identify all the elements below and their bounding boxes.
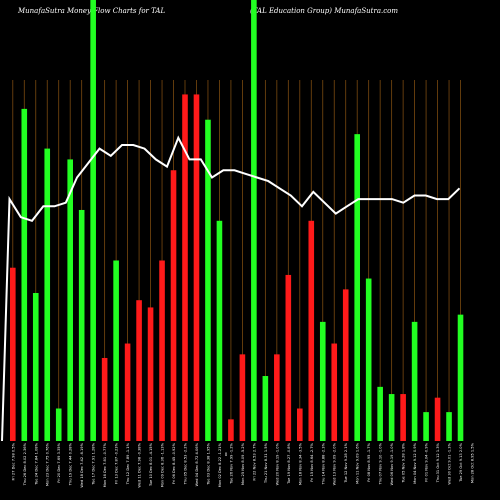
x-tick-label: Thu 21 Nov 8.31 1.5% xyxy=(264,442,268,484)
x-tick-label: Fri 13 Dec 7.87 -0.23% xyxy=(115,442,119,484)
x-tick-label: Mon 25 Nov 8.09 -5.2% xyxy=(241,442,245,485)
bar-down xyxy=(400,394,406,441)
x-tick-label: Wed 30 Oct 9.01 -1.3% xyxy=(448,442,452,484)
bar-down xyxy=(193,94,200,441)
x-tick-label: Fri 22 Nov 8.53 2.7% xyxy=(252,442,256,480)
x-tick-label: Fri 27 Dec 7.98 0.5% xyxy=(11,442,15,480)
bar-up xyxy=(354,134,360,441)
bar-down xyxy=(159,260,165,441)
bar-up xyxy=(423,412,429,441)
x-tick-label: Tue 19 Nov 8.27 -0.8% xyxy=(287,442,291,484)
bar-down xyxy=(10,267,16,441)
x-tick-label: Wed 20 Nov 8.19 -1.0% xyxy=(275,442,279,485)
x-tick-label: Tue 03 Dec 8.38 1.95% xyxy=(206,442,210,485)
x-tick-label: Tue 05 Nov 9.28 1.8% xyxy=(402,442,406,483)
x-tick-label: Tue 26 Nov 7.99 -1.2% xyxy=(229,442,233,484)
x-tick-label: Thu 19 Dec 7.44 0.28% xyxy=(69,442,73,486)
x-tick-label: Mon 11 Nov 9.09 1.6% xyxy=(356,442,360,483)
bar-down xyxy=(136,300,142,441)
x-tick-label: Thu 31 Oct 9.12 1.3% xyxy=(436,442,440,483)
bar-up xyxy=(319,321,326,441)
bar-down xyxy=(285,274,292,441)
x-tick-label: Fri 08 Nov 8.95 -1.7% xyxy=(367,442,371,481)
x-tick-label: Thu 14 Nov 8.88 -2.3% xyxy=(321,442,325,485)
bar-up xyxy=(21,108,28,441)
x-tick-label: Mon 23 Dec 7.75 0.76% xyxy=(46,442,50,486)
x-tick-label: Wed 06 Nov 9.19 -1.0% xyxy=(390,442,394,485)
bar-up xyxy=(216,220,223,441)
x-tick-label: Tue 24 Dec 7.84 1.08% xyxy=(34,442,38,485)
x-tick-label: Wed 11 Dec 7.98 -0.38% xyxy=(138,442,142,487)
x-tick-label: Thu 07 Nov 9.10 -1.0% xyxy=(379,442,383,485)
bar-up xyxy=(388,394,395,441)
bar-up xyxy=(78,209,85,441)
x-tick-label: Mon 09 Dec 8.36 -1.13% xyxy=(161,442,165,487)
x-tick-label: Fri 20 Dec 7.69 3.35% xyxy=(57,442,61,482)
bar-up xyxy=(44,148,51,441)
x-tick-label: Thu 05 Dec 8.53 -2.2% xyxy=(184,442,188,485)
x-tick-labels: Fri 27 Dec 7.98 0.5% Thu 26 Dec 8.02 2.36… xyxy=(11,442,474,487)
chart-title-right: (TAL Education Group) MunafaSutra.com xyxy=(250,7,398,15)
bar-up xyxy=(446,412,452,441)
x-tick-label: Tue 12 Nov 9.28 2.1% xyxy=(344,442,348,483)
x-tick-label: Mon 16 Dec 7.81 -0.77% xyxy=(103,442,107,487)
bar-up xyxy=(457,314,464,441)
x-tick-label: Tue 29 Oct 9.13 2.0% xyxy=(459,442,463,482)
x-tick-label: Tue 17 Dec 7.91 1.28% xyxy=(92,442,96,485)
center-axis-label: 0 xyxy=(225,452,228,457)
bar-up xyxy=(113,260,119,441)
bar-down xyxy=(274,354,280,441)
bar-down xyxy=(297,408,303,441)
x-tick-label: Thu 12 Dec 7.89 -1.1% xyxy=(126,442,130,485)
bar-up xyxy=(365,278,372,441)
x-tick-label: Tue 10 Dec 8.01 -4.15% xyxy=(149,442,153,487)
x-tick-label: Mon 02 Dec 8.22 -1.21% xyxy=(218,442,222,487)
bar-down xyxy=(228,419,234,441)
bar-up xyxy=(377,386,383,441)
bar-up xyxy=(251,0,257,441)
bar-down xyxy=(147,307,154,441)
bar-down xyxy=(342,289,349,441)
money-flow-line xyxy=(1,135,461,442)
bar-series xyxy=(10,0,464,442)
bar-down xyxy=(434,397,441,441)
bar-up xyxy=(262,376,269,441)
bar-down xyxy=(101,357,108,441)
bar-down xyxy=(308,220,315,441)
x-tick-label: Mon 18 Nov 8.34 -3.5% xyxy=(298,442,302,485)
bar-down xyxy=(170,170,177,441)
x-tick-label: Wed 18 Dec 7.42 -6.19% xyxy=(80,442,84,487)
x-tick-label: Fri 01 Nov 9.04 -0.9% xyxy=(425,442,429,481)
bar-up xyxy=(411,321,418,441)
x-tick-label: Fri 06 Dec 8.45 -0.92% xyxy=(172,442,176,484)
x-tick-label: Mon 28 Oct 8.95 1.5% xyxy=(471,442,475,483)
bar-up xyxy=(205,119,211,442)
x-tick-label: Wed 04 Dec 8.72 4.06% xyxy=(195,442,199,486)
x-tick-label: Thu 26 Dec 8.02 2.36% xyxy=(23,442,27,486)
bar-down xyxy=(182,94,188,441)
bar-up xyxy=(90,0,96,441)
x-tick-label: Wed 13 Nov 9.09 -2.0% xyxy=(333,442,337,485)
x-tick-label: Mon 04 Nov 9.12 0.9% xyxy=(413,442,417,483)
x-tick-label: Fri 15 Nov 8.64 -2.7% xyxy=(310,442,314,481)
bar-down xyxy=(239,354,246,441)
bar-up xyxy=(55,408,62,441)
bar-down xyxy=(331,343,338,441)
bar-up xyxy=(67,159,73,442)
bar-down xyxy=(124,343,131,441)
bar-up xyxy=(32,292,39,441)
